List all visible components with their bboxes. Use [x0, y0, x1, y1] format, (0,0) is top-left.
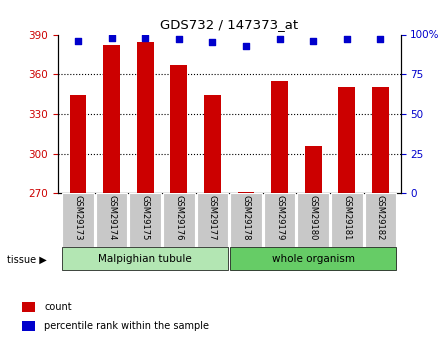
Point: [74, 38, 81, 43]
Point: [175, 37, 182, 42]
Text: GSM29180: GSM29180: [309, 195, 318, 240]
Point: [142, 35, 149, 40]
FancyBboxPatch shape: [297, 193, 329, 247]
Text: GSM29182: GSM29182: [376, 195, 385, 240]
Point: [343, 37, 350, 42]
Point: [243, 43, 250, 48]
Text: whole organism: whole organism: [271, 254, 355, 264]
Bar: [338, 87, 355, 193]
Bar: [69, 95, 86, 193]
FancyBboxPatch shape: [62, 193, 94, 247]
FancyBboxPatch shape: [264, 193, 295, 247]
Bar: [103, 45, 120, 193]
Text: GSM29176: GSM29176: [174, 195, 183, 240]
FancyBboxPatch shape: [230, 193, 262, 247]
Bar: [170, 65, 187, 193]
Point: [310, 38, 317, 43]
FancyBboxPatch shape: [96, 193, 127, 247]
Text: GSM29173: GSM29173: [73, 195, 82, 240]
Bar: [238, 192, 255, 193]
Bar: [22, 321, 36, 331]
FancyBboxPatch shape: [163, 193, 194, 247]
Text: GSM29179: GSM29179: [275, 195, 284, 240]
Text: count: count: [44, 303, 72, 313]
Text: GSM29178: GSM29178: [242, 195, 251, 240]
Text: GSM29181: GSM29181: [342, 195, 351, 240]
FancyBboxPatch shape: [230, 247, 396, 270]
FancyBboxPatch shape: [129, 193, 161, 247]
Point: [276, 37, 283, 42]
Bar: [305, 146, 322, 193]
Bar: [204, 95, 221, 193]
Bar: [22, 302, 36, 312]
Text: Malpighian tubule: Malpighian tubule: [98, 254, 192, 264]
Point: [108, 35, 115, 40]
FancyBboxPatch shape: [364, 193, 396, 247]
Text: percentile rank within the sample: percentile rank within the sample: [44, 321, 210, 331]
FancyBboxPatch shape: [331, 193, 363, 247]
Text: GSM29174: GSM29174: [107, 195, 116, 240]
Bar: [271, 81, 288, 193]
FancyBboxPatch shape: [62, 247, 228, 270]
Text: tissue ▶: tissue ▶: [7, 255, 46, 264]
Point: [209, 40, 216, 45]
Bar: [372, 87, 389, 193]
Text: GSM29175: GSM29175: [141, 195, 150, 240]
Bar: [137, 42, 154, 193]
FancyBboxPatch shape: [197, 193, 228, 247]
Point: [377, 37, 384, 42]
Title: GDS732 / 147373_at: GDS732 / 147373_at: [160, 18, 298, 31]
Text: GSM29177: GSM29177: [208, 195, 217, 240]
